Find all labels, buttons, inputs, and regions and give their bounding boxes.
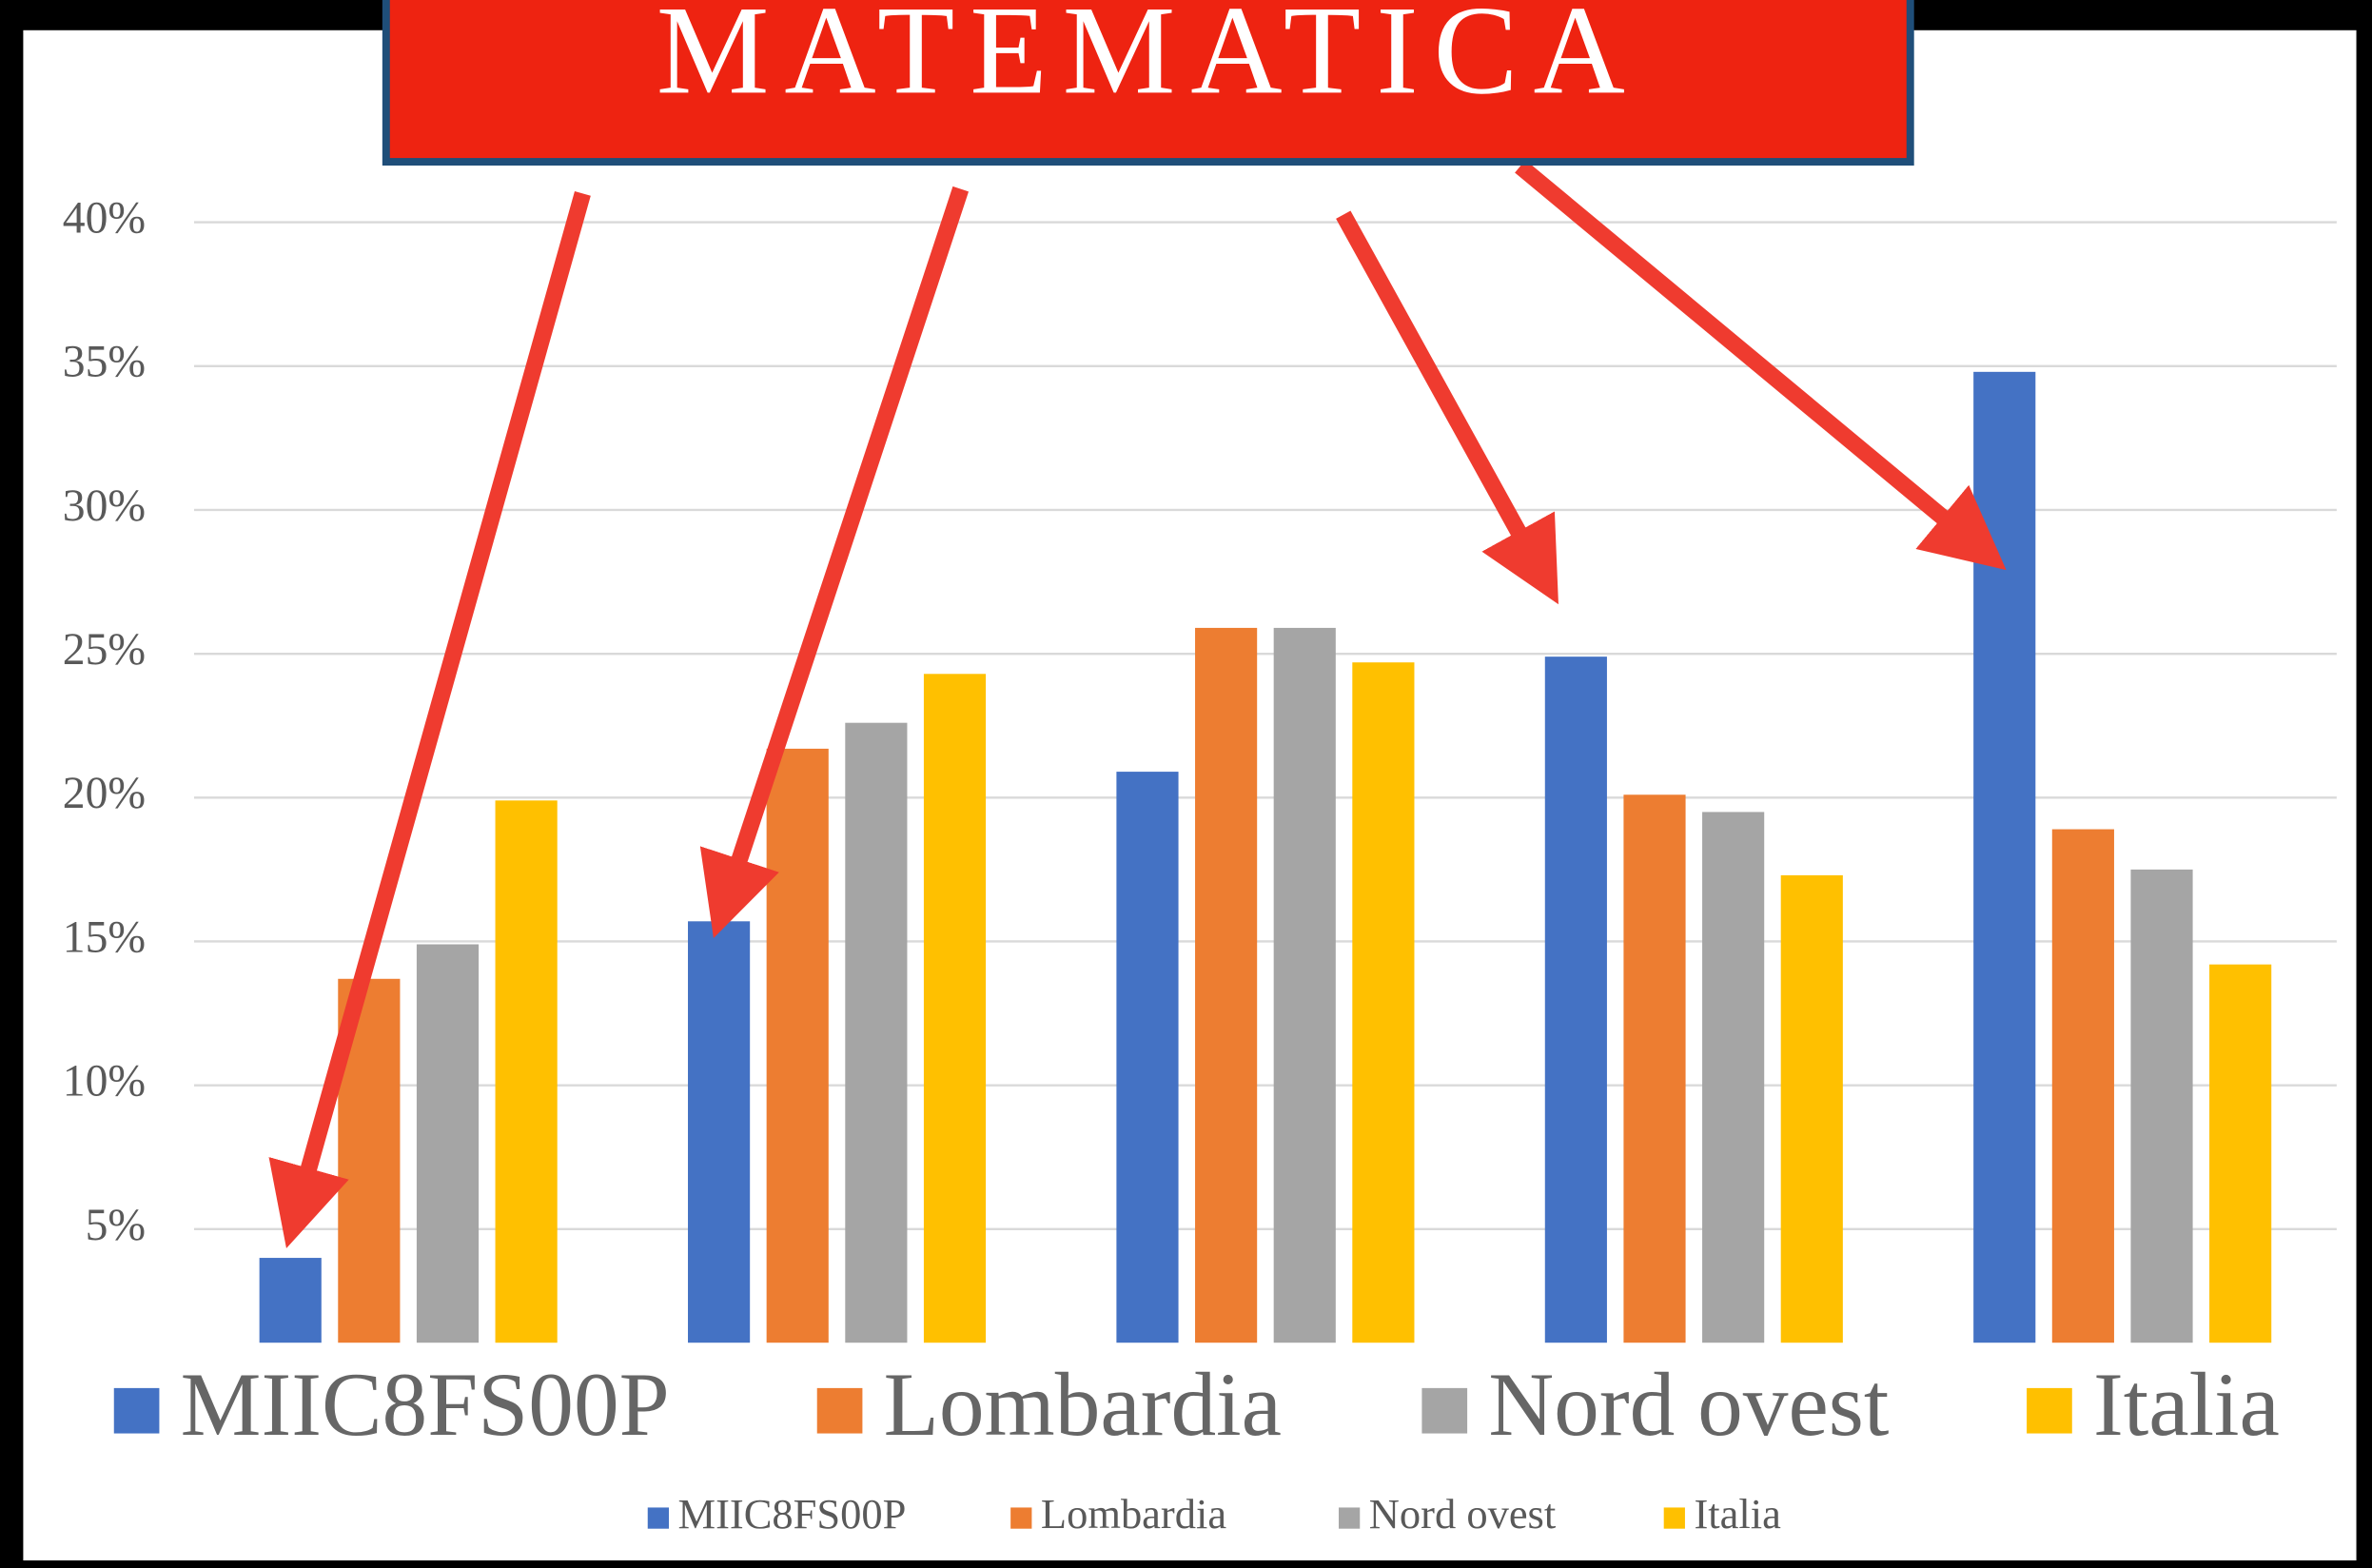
y-tick-label: 20% [63, 769, 146, 818]
legend-swatch [113, 1387, 160, 1434]
bar [923, 674, 987, 1373]
bar [1973, 371, 2036, 1373]
chart-title: MATEMATICA [657, 0, 1640, 120]
legend-swatch [1010, 1507, 1032, 1529]
title-box [382, 0, 1914, 167]
bar [688, 921, 751, 1373]
legend-large: MIIC8FS00P Lombardia Nord ovest Italia [113, 1354, 2280, 1455]
y-tick-label: 40% [63, 194, 146, 244]
legend-label: Italia [2093, 1354, 2280, 1455]
y-tick-label: 25% [63, 625, 146, 675]
bar [1273, 627, 1336, 1373]
arrow [699, 186, 970, 939]
y-tick-label: 35% [63, 338, 146, 387]
bar [1116, 772, 1179, 1373]
arrow [1515, 160, 2007, 571]
y-tick-label: 15% [63, 912, 146, 962]
legend-label: Lombardia [1041, 1490, 1226, 1538]
y-tick-label: 5% [86, 1201, 147, 1250]
bar [2051, 829, 2114, 1373]
legend-label: MIIC8FS00P [678, 1490, 907, 1538]
arrow [268, 191, 591, 1249]
arrows [268, 160, 2007, 1249]
legend-swatch [647, 1507, 669, 1529]
arrow [1336, 210, 1558, 605]
bar [2130, 869, 2193, 1373]
legend-label: MIIC8FS00P [181, 1354, 670, 1455]
legend-label: Lombardia [884, 1354, 1282, 1455]
legend-swatch [1663, 1507, 1685, 1529]
bar [2209, 964, 2272, 1373]
legend-overlay-bg [61, 1343, 2329, 1477]
bar [1702, 812, 1765, 1373]
bar [495, 800, 558, 1373]
bar [1352, 662, 1415, 1373]
bar [1544, 657, 1607, 1373]
y-tick-label: 30% [63, 481, 146, 531]
bar [1780, 874, 1843, 1373]
bar [416, 944, 480, 1373]
legend-label: Nord ovest [1369, 1490, 1557, 1538]
legend-swatch [2027, 1387, 2072, 1434]
legend-swatch [816, 1387, 863, 1434]
plot: 5% 10% 15% 20% 25% 30% 35% 40% [63, 194, 2337, 1373]
legend-swatch [1421, 1387, 1468, 1434]
legend-label: Italia [1694, 1490, 1781, 1538]
legend-swatch [1339, 1507, 1361, 1529]
bar [845, 722, 908, 1373]
legend-label: Nord ovest [1488, 1354, 1889, 1455]
y-tick-label: 10% [63, 1057, 146, 1107]
bar [1623, 794, 1686, 1373]
bar [766, 748, 829, 1373]
bar [1195, 627, 1258, 1373]
legend: MIIC8FS00P Lombardia Nord ovest Italia [647, 1490, 1781, 1538]
